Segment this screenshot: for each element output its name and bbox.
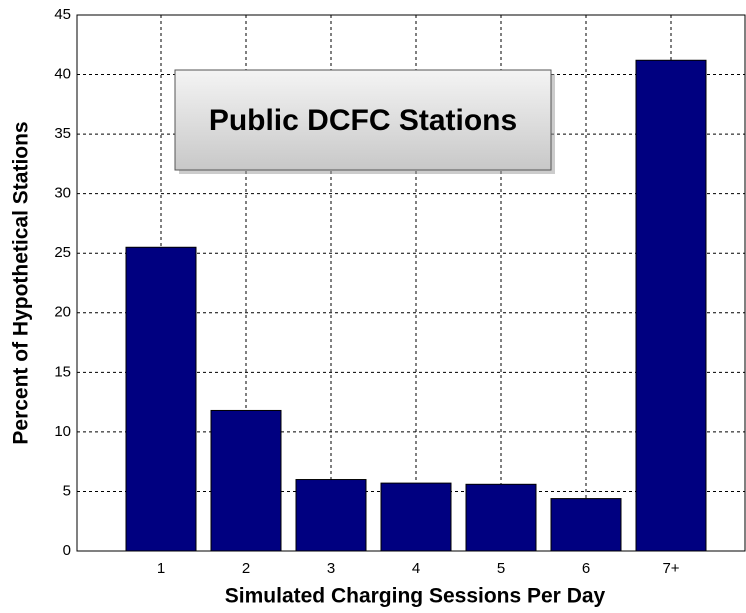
- x-axis-title: Simulated Charging Sessions Per Day: [225, 585, 606, 608]
- y-tick-label: 10: [54, 423, 71, 440]
- bar: [635, 59, 707, 552]
- y-tick-label: 30: [54, 185, 71, 202]
- y-tick-label: 35: [54, 125, 71, 142]
- bar: [295, 479, 367, 552]
- y-axis-title: Percent of Hypothetical Stations: [10, 121, 33, 444]
- y-tick-label: 25: [54, 244, 71, 261]
- bar: [465, 483, 537, 552]
- x-tick-label: 1: [157, 560, 165, 577]
- bar: [125, 246, 197, 552]
- y-tick-label: 40: [54, 66, 71, 83]
- annotation: Public DCFC Stations: [209, 104, 517, 137]
- bar: [550, 498, 622, 552]
- bar: [380, 482, 452, 552]
- plot-frame: [76, 14, 746, 552]
- x-tick-label: 4: [412, 560, 420, 577]
- y-tick-label: 45: [54, 6, 71, 23]
- annotation-box: [174, 69, 552, 171]
- x-tick-label: 7+: [662, 560, 679, 577]
- y-tick-label: 5: [63, 482, 71, 499]
- x-tick-label: 5: [497, 560, 505, 577]
- x-tick-label: 3: [327, 560, 335, 577]
- bar: [210, 409, 282, 552]
- y-tick-label: 15: [54, 363, 71, 380]
- y-tick-label: 20: [54, 304, 71, 321]
- x-tick-label: 6: [582, 560, 590, 577]
- x-tick-label: 2: [242, 560, 250, 577]
- y-tick-label: 0: [63, 542, 71, 559]
